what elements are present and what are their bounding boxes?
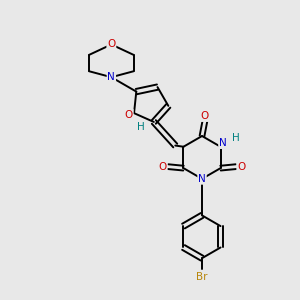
Text: O: O xyxy=(201,111,209,121)
Text: N: N xyxy=(219,138,227,148)
Text: N: N xyxy=(107,72,115,82)
Text: O: O xyxy=(124,110,133,120)
Text: O: O xyxy=(159,162,167,172)
Text: O: O xyxy=(237,162,245,172)
Text: Br: Br xyxy=(196,272,208,282)
Text: H: H xyxy=(137,122,145,132)
Text: O: O xyxy=(107,40,116,50)
Text: H: H xyxy=(232,133,240,143)
Text: N: N xyxy=(198,174,206,184)
